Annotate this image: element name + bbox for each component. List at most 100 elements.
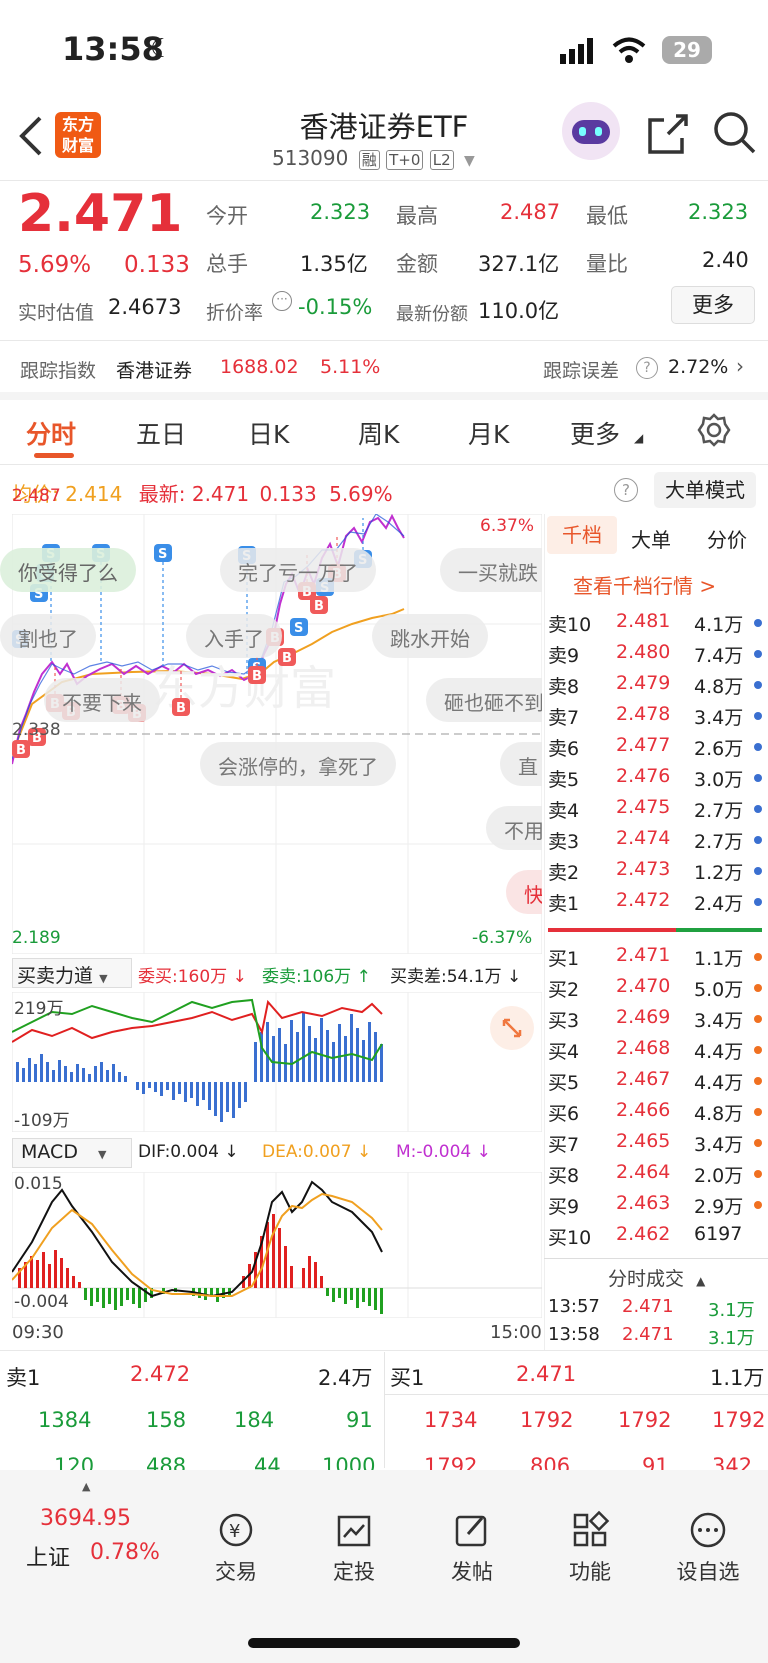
macd-dif: DIF:0.004 ↓ bbox=[138, 1142, 239, 1162]
tab-five-day[interactable]: 五日 bbox=[136, 420, 187, 449]
macd-bottom-label: -0.004 bbox=[14, 1292, 69, 1312]
list-item[interactable]: 卖4 2.475 2.7万 bbox=[548, 792, 768, 823]
list-item[interactable]: 卖10 2.481 4.1万 bbox=[548, 606, 768, 637]
list-item[interactable]: 买6 2.466 4.8万 bbox=[548, 1095, 768, 1126]
queue-cell: 91 bbox=[346, 1408, 373, 1432]
change-value: 0.133 bbox=[124, 252, 190, 278]
list-item[interactable]: 买9 2.463 2.9万 bbox=[548, 1188, 768, 1219]
danmu-bubble[interactable]: 不用 bbox=[486, 806, 542, 850]
wei-sell: 委卖:106万 ↑ bbox=[262, 967, 371, 987]
danmu-bubble[interactable]: 入手了 bbox=[186, 614, 282, 658]
list-item[interactable]: 买10 2.462 6197 bbox=[548, 1223, 743, 1249]
tab-more[interactable]: 更多 bbox=[570, 420, 621, 449]
queue-cell: 158 bbox=[146, 1408, 187, 1432]
share-icon[interactable] bbox=[646, 112, 690, 156]
expand-chart-button[interactable] bbox=[490, 1006, 534, 1050]
list-item[interactable]: 卖1 2.472 2.4万 bbox=[548, 885, 768, 916]
power-top-label: 219万 bbox=[14, 999, 64, 1019]
list-item[interactable]: 买1 2.471 1.1万 bbox=[548, 940, 768, 971]
list-item[interactable]: 卖5 2.476 3.0万 bbox=[548, 761, 768, 792]
tracking-index-name[interactable]: 香港证券 bbox=[116, 360, 193, 382]
list-item[interactable]: 买8 2.464 2.0万 bbox=[548, 1157, 768, 1188]
orderbook-depth-link[interactable]: 查看千档行情 > bbox=[573, 574, 717, 598]
orderbook-tab-dadan[interactable]: 大单 bbox=[631, 528, 671, 552]
robot-avatar-icon[interactable] bbox=[562, 102, 620, 160]
shares-label: 最新份额 bbox=[396, 304, 468, 325]
nav-invest[interactable]: 定投 bbox=[304, 1510, 404, 1586]
list-item[interactable]: 卖3 2.474 2.7万 bbox=[548, 823, 768, 854]
svg-text:B: B bbox=[32, 731, 42, 746]
help-icon[interactable]: ? bbox=[636, 357, 658, 379]
settings-icon[interactable] bbox=[697, 413, 731, 447]
svg-text:B: B bbox=[176, 701, 186, 716]
list-item[interactable]: 买5 2.467 4.4万 bbox=[548, 1064, 768, 1095]
trades-header[interactable]: 分时成交 ▲ bbox=[608, 1264, 705, 1291]
danmu-bubble[interactable]: 完了亏一万了 bbox=[220, 548, 376, 592]
status-time: 13:58 bbox=[62, 30, 164, 68]
power-selector[interactable]: 买卖力道 ▼ bbox=[12, 958, 132, 988]
chart-bottom-pct: -6.37% bbox=[472, 928, 533, 948]
bottom-navbar: ▲ 3694.95 上证 0.78% ¥ 交易 定投 发帖 功能 设自选 bbox=[0, 1470, 768, 1663]
power-label: 买卖力道 bbox=[17, 965, 94, 987]
danmu-bubble[interactable]: 直 bbox=[500, 742, 542, 786]
buy-sell-diff: 买卖差:54.1万 ↓ bbox=[390, 967, 522, 987]
nav-trade[interactable]: ¥ 交易 bbox=[186, 1510, 286, 1586]
chevron-right-icon[interactable]: › bbox=[736, 354, 744, 378]
orderbook-panel: 千档 大单 分价 查看千档行情 > bbox=[544, 514, 768, 1350]
list-item[interactable]: 买7 2.465 3.4万 bbox=[548, 1126, 768, 1157]
caret-up-icon: ▲ bbox=[82, 1480, 91, 1493]
info-bubble-icon[interactable]: ··· bbox=[272, 291, 292, 311]
danmu-bubble[interactable]: 你受得了么 bbox=[0, 548, 136, 592]
nav-watchlist[interactable]: 设自选 bbox=[658, 1510, 758, 1586]
back-icon[interactable] bbox=[18, 116, 44, 156]
nav-index-pct[interactable]: 0.78% bbox=[90, 1540, 160, 1565]
avg-value: 2.414 bbox=[65, 482, 123, 506]
list-item[interactable]: 买2 2.470 5.0万 bbox=[548, 971, 768, 1002]
more-dots-icon bbox=[690, 1512, 726, 1548]
tab-day-k[interactable]: 日K bbox=[248, 420, 290, 449]
macd-selector[interactable]: MACD ▼ bbox=[12, 1138, 132, 1168]
change-pct: 5.69% bbox=[18, 252, 92, 278]
current-price: 2.471 bbox=[18, 184, 183, 244]
list-item[interactable]: 买4 2.468 4.4万 bbox=[548, 1033, 768, 1064]
orderbook-tab-fenjia[interactable]: 分价 bbox=[707, 528, 747, 552]
danmu-bubble[interactable]: 砸也砸不到 bbox=[426, 678, 542, 722]
list-item[interactable]: 卖2 2.473 1.2万 bbox=[548, 854, 768, 885]
nav-functions[interactable]: 功能 bbox=[540, 1510, 640, 1586]
buy1-label: 买1 bbox=[390, 1366, 425, 1390]
chart-help-icon[interactable]: ? bbox=[614, 478, 638, 502]
tab-intraday[interactable]: 分时 bbox=[26, 420, 77, 449]
avg-label: 均价: bbox=[12, 482, 59, 506]
tab-week-k[interactable]: 周K bbox=[358, 420, 400, 449]
danmu-bubble[interactable]: 割也了 bbox=[0, 614, 96, 658]
nav-post[interactable]: 发帖 bbox=[422, 1510, 522, 1586]
danmu-bubble[interactable]: 一买就跌 bbox=[440, 548, 542, 592]
list-item[interactable]: 买3 2.469 3.4万 bbox=[548, 1002, 768, 1033]
nav-index-value[interactable]: 3694.95 bbox=[40, 1506, 131, 1531]
more-button[interactable]: 更多 bbox=[671, 286, 755, 324]
big-order-mode-button[interactable]: 大单模式 bbox=[654, 472, 756, 508]
trade-yen-icon: ¥ bbox=[219, 1513, 253, 1547]
search-icon[interactable] bbox=[712, 110, 756, 156]
svg-text:B: B bbox=[252, 669, 262, 684]
tab-month-k[interactable]: 月K bbox=[468, 420, 510, 449]
danmu-bubble[interactable]: 会涨停的，拿死了 bbox=[200, 742, 396, 786]
macd-chart[interactable] bbox=[12, 1172, 542, 1318]
list-item[interactable]: 卖8 2.479 4.8万 bbox=[548, 668, 768, 699]
danmu-bubble[interactable]: 快 bbox=[506, 870, 542, 914]
app-header: 东方 财富 香港证券ETF 513090 融 T+0 L2 ▼ bbox=[0, 100, 768, 180]
list-item[interactable]: 卖7 2.478 3.4万 bbox=[548, 699, 768, 730]
orderbook-tab-qiandang[interactable]: 千档 bbox=[547, 516, 617, 554]
nav-index-name[interactable]: 上证 bbox=[26, 1546, 71, 1571]
list-item[interactable]: 卖9 2.480 7.4万 bbox=[548, 637, 768, 668]
power-chart[interactable] bbox=[12, 992, 542, 1132]
danmu-bubble[interactable]: 不要下来 bbox=[44, 678, 160, 722]
chevron-down-icon[interactable]: ▼ bbox=[464, 153, 475, 169]
macd-bars bbox=[18, 1214, 323, 1288]
list-item[interactable]: 卖6 2.477 2.6万 bbox=[548, 730, 768, 761]
danmu-bubble[interactable]: 跳水开始 bbox=[372, 614, 488, 658]
sell1-label: 卖1 bbox=[6, 1366, 41, 1390]
queue-cell: 1734 bbox=[424, 1408, 478, 1432]
amount-label: 金额 bbox=[396, 252, 438, 276]
open-value: 2.323 bbox=[310, 200, 371, 224]
